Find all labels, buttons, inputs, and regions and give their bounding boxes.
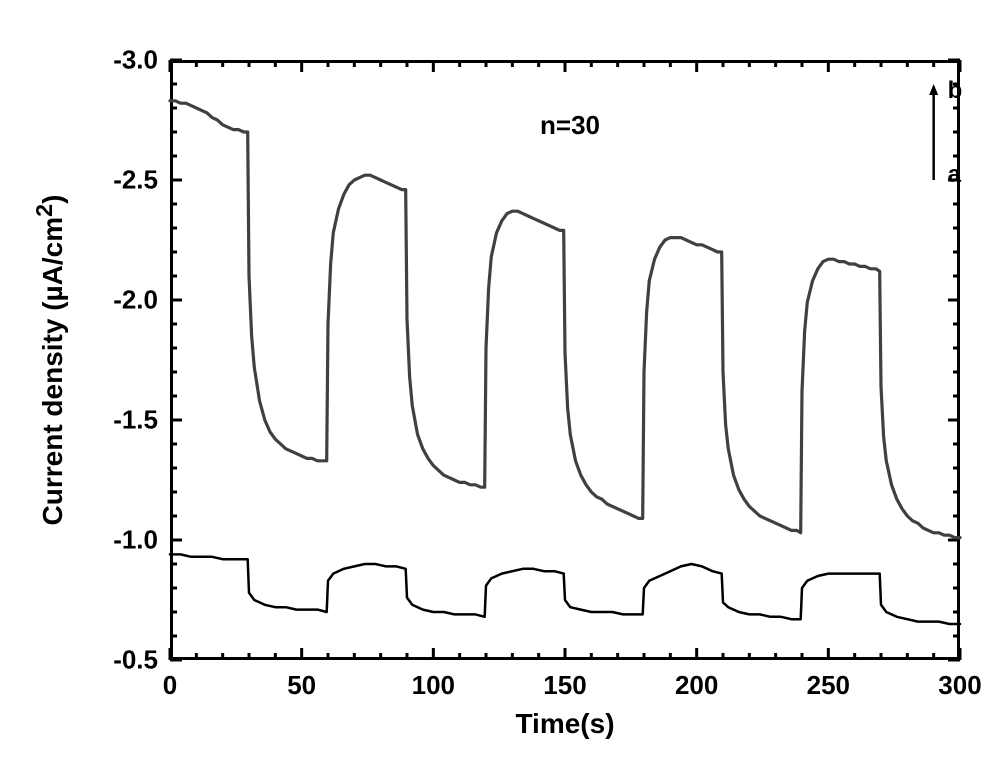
series-b xyxy=(170,101,960,538)
series-a xyxy=(170,554,960,624)
chart-container: Current density (µA/cm2) Time(s) 0501001… xyxy=(0,0,1000,760)
arrow-head xyxy=(929,84,938,95)
plot-svg xyxy=(0,0,1000,760)
